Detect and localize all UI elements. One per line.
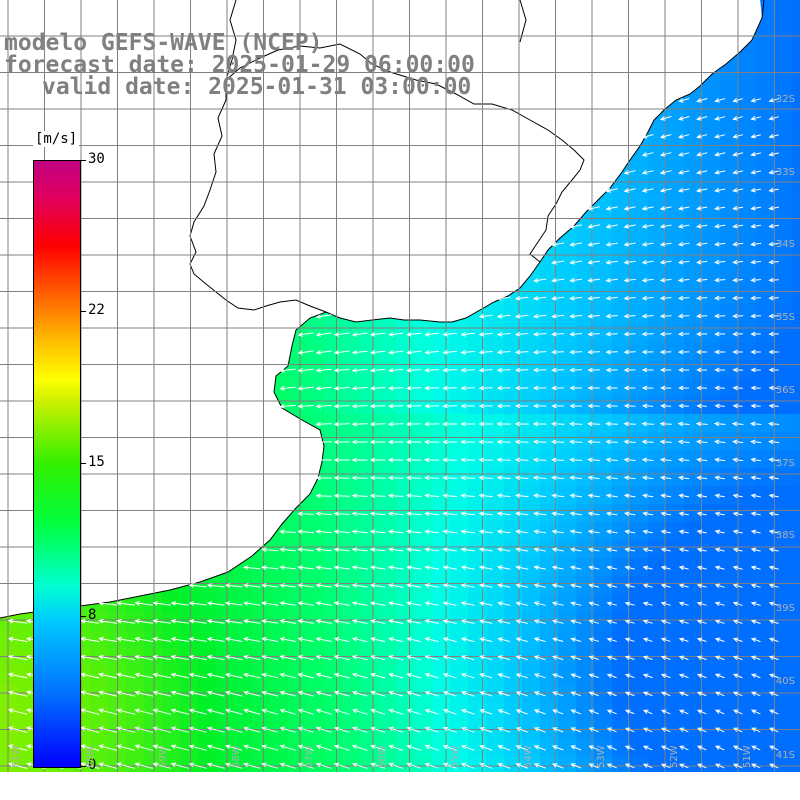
lat-label: 37S xyxy=(775,458,795,469)
colorbar-label-0: 0 xyxy=(88,757,97,773)
colorbar-units: [m/s] xyxy=(33,131,80,147)
lon-label: 54W xyxy=(523,745,534,768)
colorbar-tick xyxy=(80,616,86,617)
colorbar-tick xyxy=(80,463,86,464)
title-valid-date: valid date: 2025-01-31 03:00:00 xyxy=(42,74,472,100)
lon-label: 61W xyxy=(11,745,22,768)
lon-label: 51W xyxy=(742,745,753,768)
colorbar-tick xyxy=(80,766,86,767)
coastline xyxy=(0,0,765,619)
title-forecast-date: forecast date: 2025-01-29 06:00:00 xyxy=(4,52,475,78)
lon-label: 58W xyxy=(231,745,242,768)
lon-label: 57W xyxy=(304,745,315,768)
lat-label: 41S xyxy=(775,750,795,761)
title-model: modelo GEFS-WAVE (NCEP) xyxy=(4,30,323,56)
colorbar xyxy=(33,160,81,768)
colorbar-label-15: 15 xyxy=(88,454,105,470)
lat-label: 36S xyxy=(775,385,795,396)
lat-label: 35S xyxy=(775,312,795,323)
wind-arrows xyxy=(7,98,780,769)
colorbar-label-30: 30 xyxy=(88,151,105,167)
colorbar-label-22: 22 xyxy=(88,302,105,318)
lon-label: 53W xyxy=(596,745,607,768)
lon-label: 56W xyxy=(377,745,388,768)
lon-label: 59W xyxy=(158,745,169,768)
lon-label: 55W xyxy=(450,745,461,768)
lat-label: 38S xyxy=(775,530,795,541)
colorbar-tick xyxy=(80,160,86,161)
lat-label: 33S xyxy=(775,167,795,178)
lon-label: 60W xyxy=(85,745,96,768)
lat-label: 40S xyxy=(775,676,795,687)
colorbar-tick xyxy=(80,311,86,312)
lat-label: 34S xyxy=(775,239,795,250)
lon-label: 52W xyxy=(669,745,680,768)
bottom-margin xyxy=(0,772,800,800)
lat-label: 32S xyxy=(775,94,795,105)
colorbar-label-8: 8 xyxy=(88,607,97,623)
lat-label: 39S xyxy=(775,603,795,614)
